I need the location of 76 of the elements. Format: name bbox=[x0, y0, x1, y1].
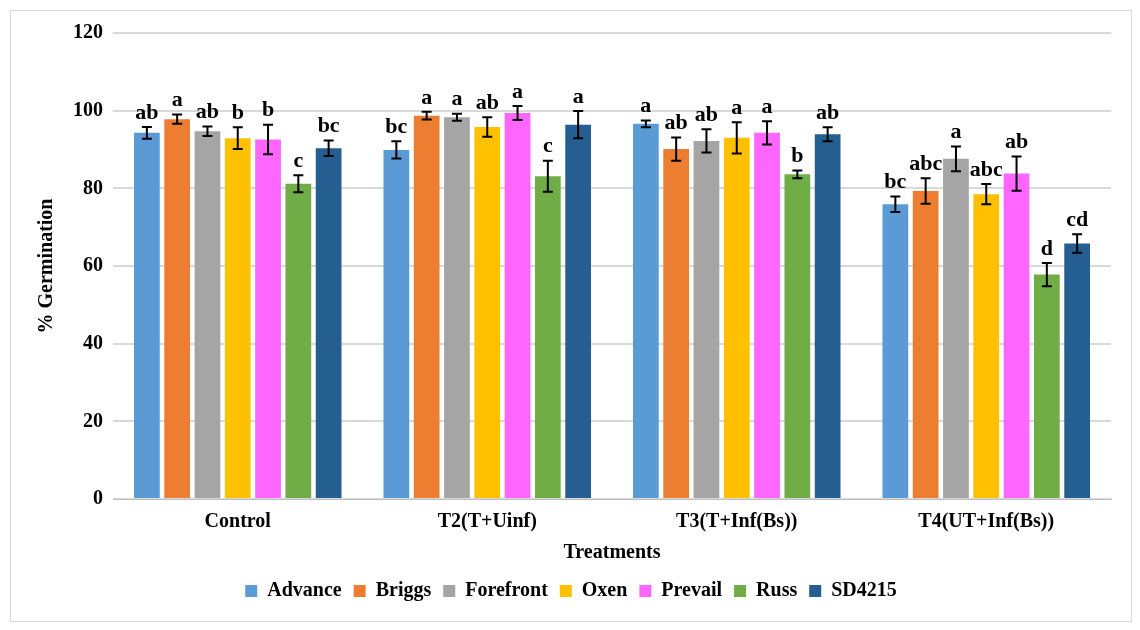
data-label: ab bbox=[1004, 128, 1029, 154]
data-label: c bbox=[293, 146, 304, 172]
bar bbox=[723, 137, 750, 498]
bar bbox=[784, 174, 811, 498]
y-tick-label: 60 bbox=[83, 253, 103, 276]
data-label: a bbox=[950, 118, 962, 144]
data-label: a bbox=[421, 83, 433, 109]
data-label: b bbox=[791, 142, 804, 168]
data-label: d bbox=[1040, 234, 1053, 260]
legend-label: Forefront bbox=[465, 578, 549, 601]
data-label: a bbox=[572, 82, 584, 108]
data-label: a bbox=[171, 86, 183, 112]
bar bbox=[882, 204, 909, 498]
bar bbox=[912, 191, 939, 498]
legend-label: Oxen bbox=[581, 578, 628, 601]
y-tick-label: 20 bbox=[83, 408, 103, 431]
data-label: a bbox=[640, 92, 652, 118]
bar bbox=[814, 134, 841, 498]
legend-label: SD4215 bbox=[831, 578, 897, 601]
data-label: bc bbox=[385, 113, 408, 139]
y-tick-label: 0 bbox=[93, 486, 103, 509]
x-tick-label: Control bbox=[204, 509, 272, 532]
bar bbox=[413, 115, 440, 498]
bar bbox=[565, 124, 592, 498]
x-tick-label: T2(T+Uinf) bbox=[437, 509, 537, 533]
bar bbox=[164, 119, 191, 498]
data-label: b bbox=[261, 96, 275, 122]
data-label: ab bbox=[195, 98, 220, 124]
bar bbox=[1064, 243, 1091, 498]
bar bbox=[224, 138, 251, 498]
bar bbox=[1033, 274, 1060, 498]
bar bbox=[194, 131, 221, 498]
x-tick-label: T4(UT+Inf(Bs)) bbox=[918, 509, 1055, 533]
data-label: a bbox=[731, 94, 743, 119]
bar bbox=[632, 123, 659, 498]
legend-label: Briggs bbox=[375, 578, 432, 602]
bar bbox=[444, 117, 470, 498]
bar bbox=[693, 140, 720, 498]
data-label: ab bbox=[664, 109, 688, 135]
bar bbox=[133, 132, 160, 498]
bar bbox=[315, 148, 342, 498]
bar bbox=[474, 126, 501, 498]
y-axis-title: % Germination bbox=[34, 198, 57, 334]
data-label: a bbox=[451, 85, 463, 111]
data-label: bc bbox=[884, 168, 907, 194]
bar bbox=[943, 158, 969, 498]
data-label: abc bbox=[969, 155, 1003, 181]
y-tick-label: 80 bbox=[83, 175, 103, 198]
legend-label: Russ bbox=[756, 578, 798, 601]
bar bbox=[255, 139, 281, 498]
data-label: c bbox=[542, 132, 553, 158]
bar bbox=[504, 113, 531, 498]
data-label: ab bbox=[694, 100, 719, 126]
bar bbox=[1003, 173, 1030, 498]
bar bbox=[663, 149, 690, 498]
legend-label: Prevail bbox=[661, 578, 723, 601]
data-label: b bbox=[231, 99, 244, 125]
bar bbox=[285, 183, 312, 498]
data-label: ab bbox=[475, 88, 499, 114]
data-label: ab bbox=[816, 99, 840, 125]
y-tick-label: 100 bbox=[73, 97, 103, 120]
y-tick-label: 120 bbox=[73, 20, 103, 43]
x-axis-title: Treatments bbox=[563, 540, 661, 563]
x-tick-label: T3(T+Inf(Bs)) bbox=[676, 509, 798, 533]
bar bbox=[754, 132, 780, 498]
data-label: cd bbox=[1066, 205, 1089, 231]
legend-label: Advance bbox=[267, 578, 342, 601]
bar bbox=[973, 194, 1000, 498]
data-label: abc bbox=[909, 149, 943, 175]
data-label: a bbox=[761, 92, 773, 118]
y-tick-label: 40 bbox=[83, 330, 103, 353]
data-label: bc bbox=[317, 112, 340, 138]
data-label: a bbox=[512, 77, 524, 103]
data-label: ab bbox=[135, 98, 159, 124]
bar bbox=[534, 176, 561, 498]
bar bbox=[383, 149, 410, 498]
